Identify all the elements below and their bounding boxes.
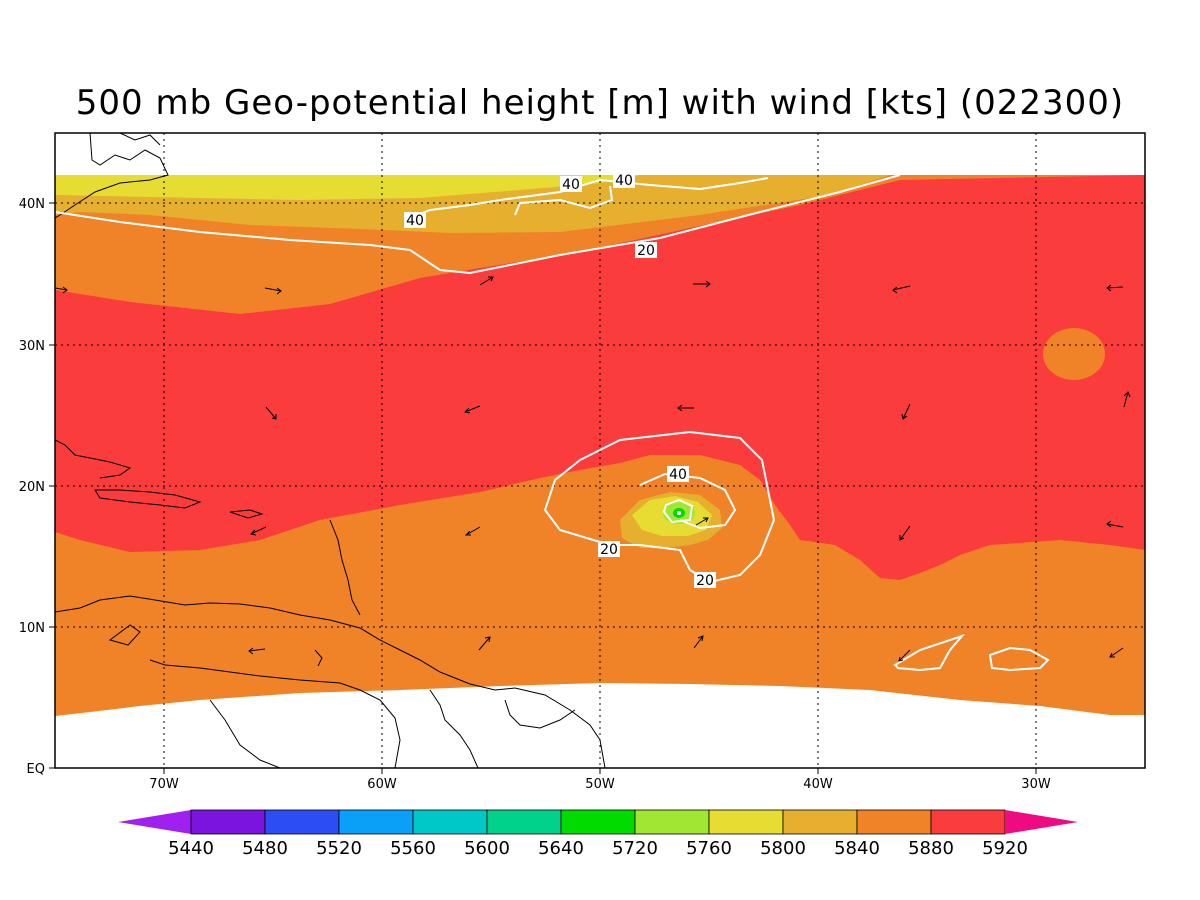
colorbar-level-label: 5760	[686, 838, 732, 859]
wind-arrow	[463, 405, 481, 414]
wind-arrow	[1123, 391, 1131, 408]
contour-40-south-a	[893, 633, 966, 672]
contour-label: 40	[562, 177, 580, 193]
colorbar-swatch	[930, 809, 1006, 835]
colorbar-level-label: 5480	[242, 838, 288, 859]
plot-area: 40 40 40 20 20 20 40	[55, 133, 1145, 768]
colorbar-swatch	[190, 809, 266, 835]
wind-arrow	[899, 525, 911, 541]
colorbar-swatch	[486, 809, 562, 835]
colorbar-swatch	[264, 809, 340, 835]
wind-arrow	[1109, 647, 1124, 658]
lon-labels: 70W 60W 50W 40W 30W	[149, 777, 1051, 792]
colorbar-swatch	[708, 809, 784, 835]
field-5800	[55, 175, 640, 200]
lat-tick-label: 20N	[19, 480, 45, 495]
colorbar-level-label: 5880	[908, 838, 954, 859]
wind-arrow	[248, 647, 266, 655]
colorbar-level-label: 5800	[760, 838, 806, 859]
coastlines	[55, 133, 606, 768]
colorbar-swatch	[634, 809, 710, 835]
wind-arrow	[892, 285, 911, 294]
wind-contours	[55, 174, 1050, 672]
contour-label: 20	[696, 573, 714, 589]
colorbar-level-label: 5920	[982, 838, 1028, 859]
colorbar-level-label: 5440	[168, 838, 214, 859]
wind-arrow	[479, 276, 494, 286]
wind-arrow	[693, 635, 704, 649]
colorbar-swatch	[412, 809, 488, 835]
field-5920	[55, 175, 1145, 580]
wind-arrow	[901, 403, 911, 420]
colorbar-swatch	[560, 809, 636, 835]
lon-tick-label: 30W	[1021, 777, 1051, 792]
colorbar: 5440 5480 5520 5560 5600 5640 5720 5760 5800 5840…	[118, 809, 1078, 859]
lon-tick-label: 60W	[367, 777, 397, 792]
wind-arrows	[55, 276, 1131, 662]
lat-tick-label: 10N	[19, 621, 45, 636]
contour-label: 20	[600, 542, 618, 558]
wind-arrow	[264, 287, 282, 295]
wind-arrow	[55, 286, 68, 294]
wind-arrow	[249, 526, 267, 536]
grid-lines	[55, 133, 1145, 768]
field-5880-blob	[1043, 328, 1105, 380]
colorbar-arrow-low	[118, 810, 191, 834]
contour-label: 40	[669, 467, 687, 483]
colorbar-level-label: 5520	[316, 838, 362, 859]
axis-ticks	[49, 202, 1037, 774]
lon-tick-label: 50W	[585, 777, 615, 792]
lat-tick-label: EQ	[27, 762, 45, 777]
colorbar-swatch	[782, 809, 858, 835]
contour-60-hurricane	[662, 498, 694, 524]
colorbar-arrow-high	[1005, 810, 1078, 834]
contour-20-hurricane	[543, 430, 776, 584]
contour-label: 40	[615, 173, 633, 189]
colorbar-swatch	[338, 809, 414, 835]
wind-arrow	[265, 406, 277, 420]
wind-arrow	[478, 636, 491, 651]
colorbar-level-label: 5640	[538, 838, 584, 859]
lon-tick-label: 40W	[803, 777, 833, 792]
lat-tick-label: 40N	[19, 197, 45, 212]
contour-40-north	[404, 177, 769, 221]
lon-tick-label: 70W	[149, 777, 179, 792]
colorbar-level-label: 5720	[612, 838, 658, 859]
wind-arrow	[693, 280, 711, 288]
contour-40-north-b	[514, 185, 614, 216]
wind-arrow	[1106, 284, 1124, 292]
wind-arrow	[695, 517, 709, 526]
wind-arrow	[1106, 520, 1124, 528]
colorbar-level-label: 5840	[834, 838, 880, 859]
wind-arrow	[677, 404, 694, 412]
wind-arrow	[464, 526, 481, 536]
contour-20-north	[55, 174, 901, 275]
map-title: 500 mb Geo-potential height [m] with win…	[76, 83, 1124, 123]
contour-40-south-b	[988, 646, 1050, 672]
colorbar-swatch	[856, 809, 932, 835]
contour-label: 20	[637, 243, 655, 259]
lat-labels: EQ 10N 20N 30N 40N	[19, 197, 45, 777]
lat-tick-label: 30N	[19, 339, 45, 354]
colorbar-level-label: 5560	[390, 838, 436, 859]
colorbar-level-label: 5600	[464, 838, 510, 859]
contour-labels: 40 40 40 20 20 20 40	[404, 172, 716, 589]
wind-arrow	[898, 649, 911, 662]
contour-label: 40	[406, 213, 424, 229]
